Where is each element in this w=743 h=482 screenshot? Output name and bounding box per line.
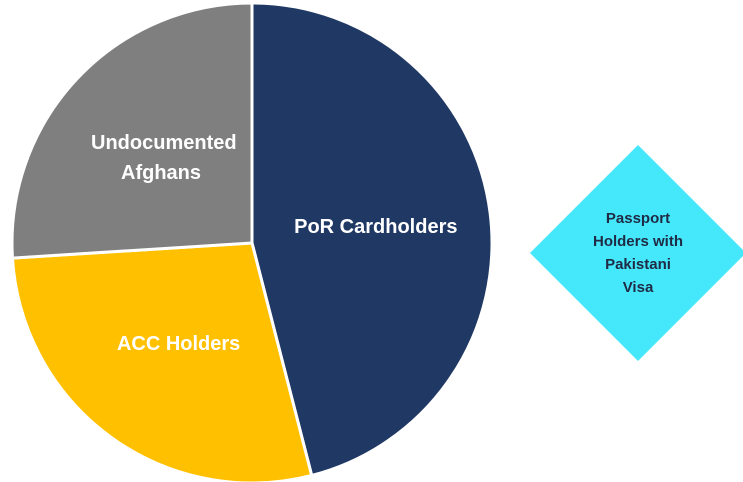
annotation-text: Passport Holders with Pakistani Visa (592, 210, 683, 296)
slice-label: Undocumented Afghans (91, 131, 237, 184)
annotation-diamond (530, 145, 743, 361)
slice-label: ACC Holders (116, 332, 241, 355)
pie-slice (10, 1, 254, 260)
pie-slice (250, 1, 494, 478)
pie-slice (10, 241, 314, 482)
slice-label: PoR Cardholders (294, 216, 458, 239)
